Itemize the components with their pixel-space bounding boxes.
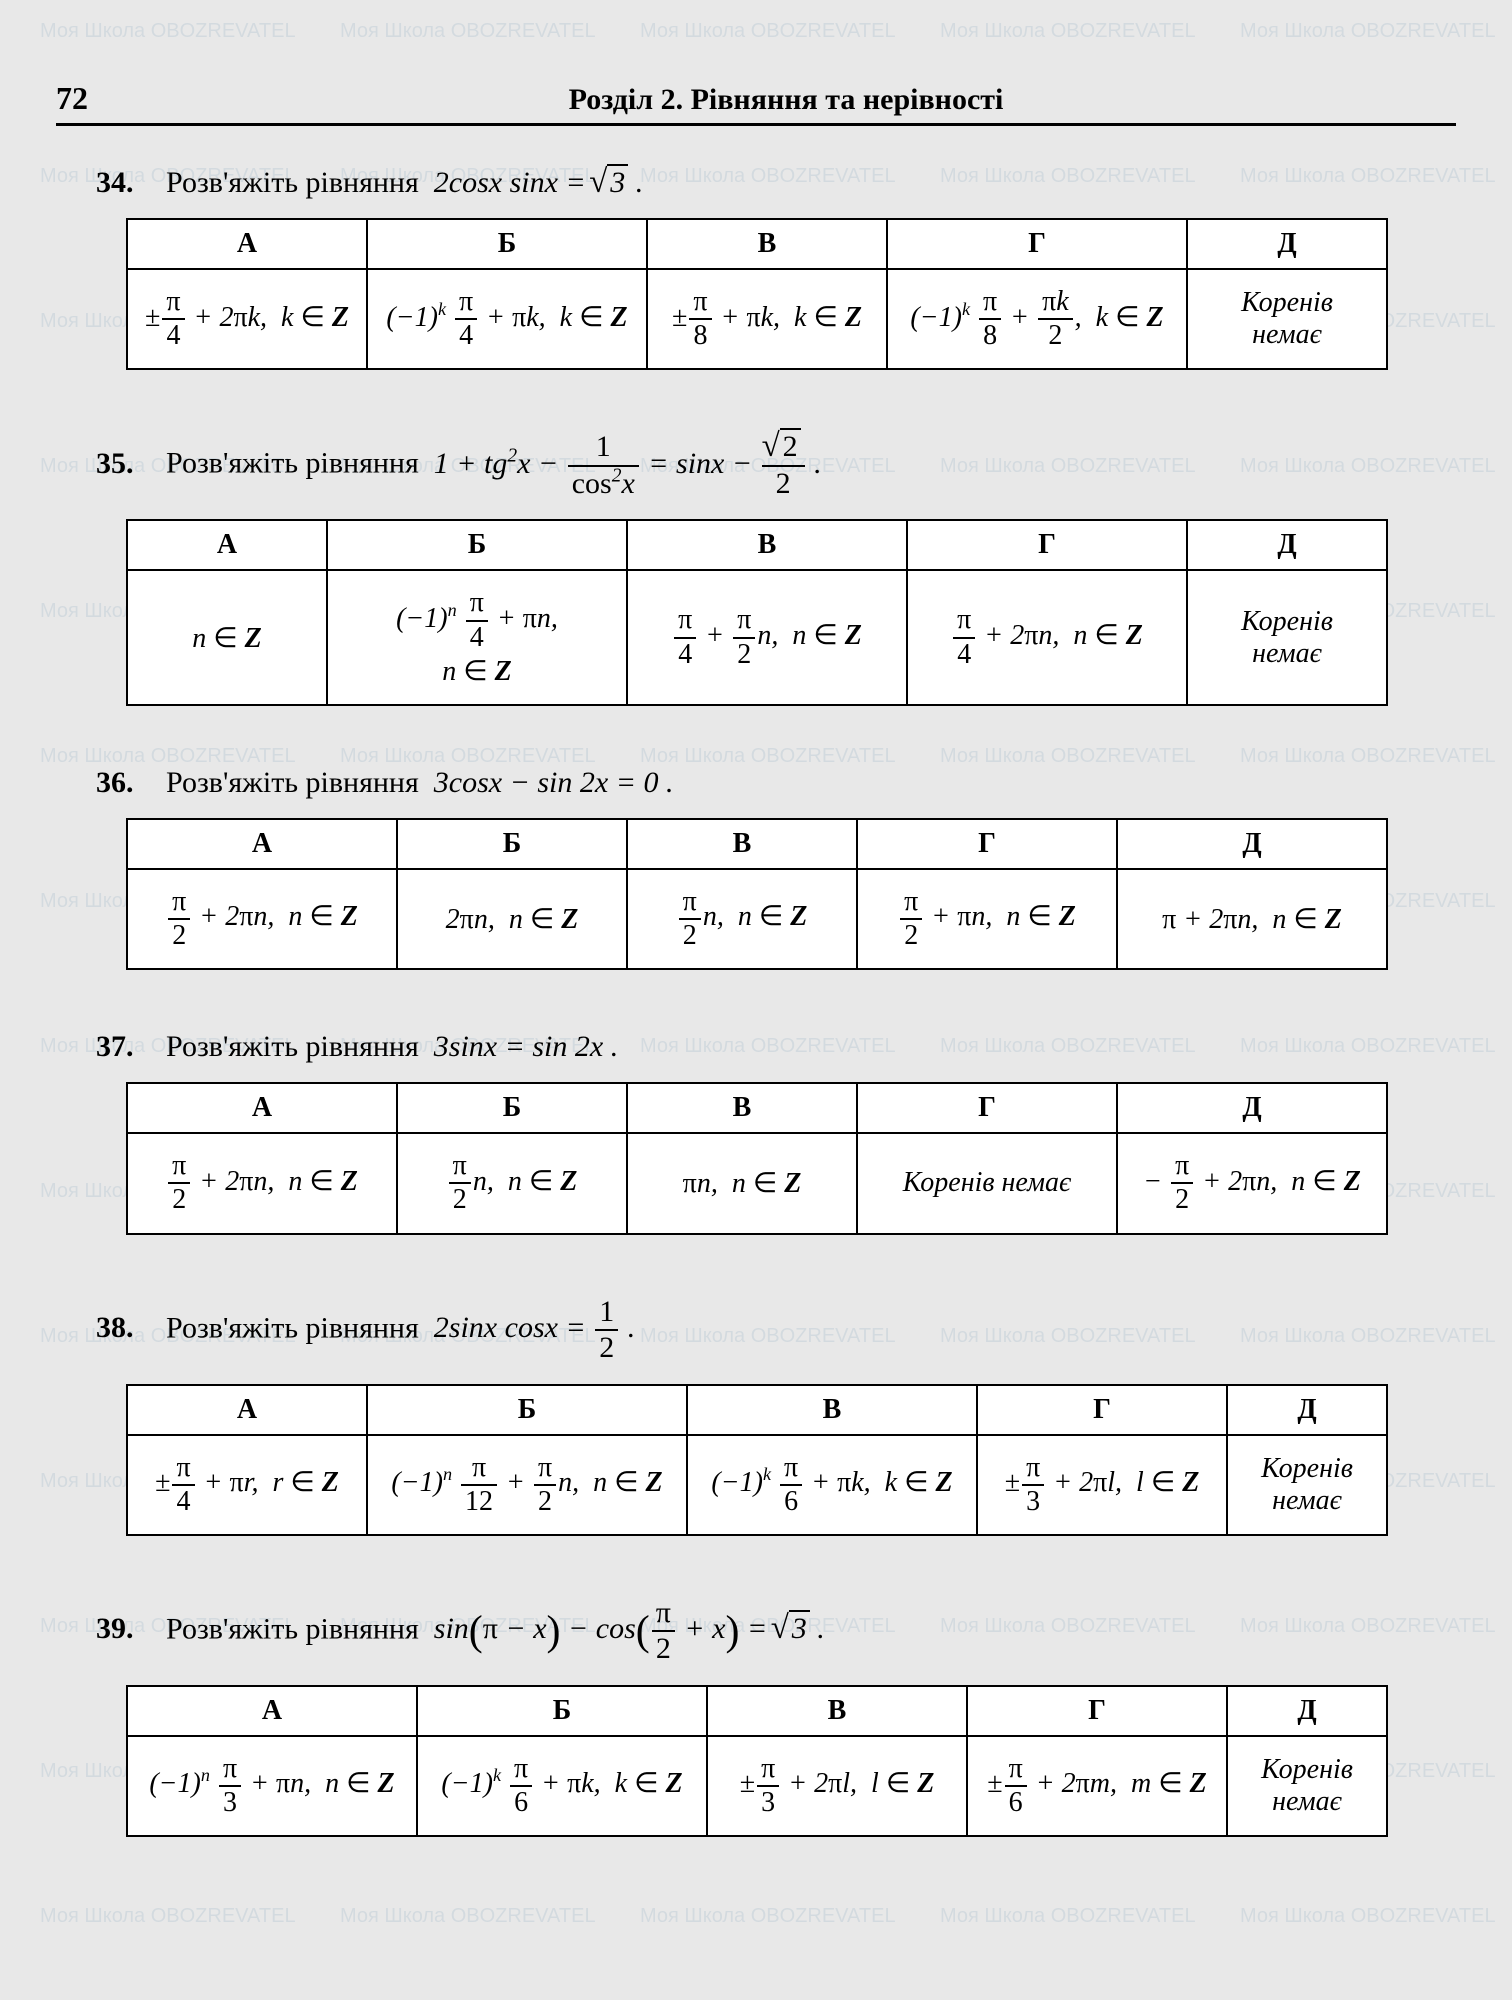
column-header: Г [977,1385,1227,1435]
answer-cell: π2 + 2πn, n ∈ Z [127,1133,397,1233]
answer-cell: (−1)n π12 + π2n, n ∈ Z [367,1435,687,1535]
problem: 37.Розв'яжіть рівняння 3sinx = sin 2x . А… [56,1030,1456,1234]
column-header: В [627,520,907,570]
column-header: Г [907,520,1187,570]
problem: 36.Розв'яжіть рівняння 3cosx − sin 2x = … [56,766,1456,970]
column-header: А [127,1686,417,1736]
problem: 38.Розв'яжіть рівняння 2sinx cosx = 12 .… [56,1295,1456,1536]
problem: 35.Розв'яжіть рівняння 1 + tg2x − 1cos2x… [56,430,1456,705]
problem-text: Розв'яжіть рівняння 1 + tg2x − 1cos2x = … [166,430,1456,501]
answer-cell: − π2 + 2πn, n ∈ Z [1117,1133,1387,1233]
column-header: А [127,520,327,570]
answer-cell: ±π8 + πk, k ∈ Z [647,269,887,369]
answer-cell: ±π3 + 2πl, l ∈ Z [977,1435,1227,1535]
answer-cell: π2n, n ∈ Z [627,869,857,969]
column-header: Б [367,219,647,269]
answer-cell: Коренівнемає [1227,1736,1387,1836]
chapter-title: Розділ 2. Рівняння та нерівності [116,83,1456,117]
answer-cell: Коренівнемає [1187,269,1387,369]
answer-cell: (−1)k π4 + πk, k ∈ Z [367,269,647,369]
problem-number: 38. [96,1311,166,1345]
answer-cell: (−1)k π8 + πk2, k ∈ Z [887,269,1187,369]
answer-cell: (−1)k π6 + πk, k ∈ Z [687,1435,977,1535]
problem-number: 37. [96,1030,166,1064]
page-number: 72 [56,80,116,117]
column-header: Д [1227,1686,1387,1736]
answer-cell: Коренів немає [857,1133,1117,1233]
problem: 39.Розв'яжіть рівняння sin(π − x) − cos(… [56,1596,1456,1837]
answer-cell: n ∈ Z [127,570,327,704]
problem-number: 34. [96,166,166,200]
column-header: Б [397,1083,627,1133]
answer-table: АБВГД (−1)n π3 + πn, n ∈ Z(−1)k π6 + πk, … [126,1685,1388,1837]
answer-cell: (−1)n π4 + πn,n ∈ Z [327,570,627,704]
answer-cell: ±π3 + 2πl, l ∈ Z [707,1736,967,1836]
answer-cell: π + 2πn, n ∈ Z [1117,869,1387,969]
column-header: Б [327,520,627,570]
column-header: Г [967,1686,1227,1736]
answer-table: АБВГДπ2 + 2πn, n ∈ Zπ2n, n ∈ Zπn, n ∈ ZК… [126,1082,1388,1234]
column-header: Г [887,219,1187,269]
answer-cell: ±π4 + 2πk, k ∈ Z [127,269,367,369]
column-header: Д [1187,219,1387,269]
problem: 34.Розв'яжіть рівняння 2cosx sinx = 3 . А… [56,166,1456,370]
column-header: Д [1117,1083,1387,1133]
column-header: Д [1187,520,1387,570]
column-header: В [707,1686,967,1736]
answer-cell: ±π4 + πr, r ∈ Z [127,1435,367,1535]
answer-cell: π4 + 2πn, n ∈ Z [907,570,1187,704]
column-header: В [687,1385,977,1435]
answer-cell: π2 + 2πn, n ∈ Z [127,869,397,969]
problem-text: Розв'яжіть рівняння 2cosx sinx = 3 . [166,166,1456,200]
answer-cell: Коренівнемає [1227,1435,1387,1535]
answer-table: АБВГДπ2 + 2πn, n ∈ Z2πn, n ∈ Zπ2n, n ∈ Z… [126,818,1388,970]
answer-table: АБВГД ±π4 + 2πk, k ∈ Z(−1)k π4 + πk, k ∈ … [126,218,1388,370]
column-header: А [127,1385,367,1435]
answer-cell: ±π6 + 2πm, m ∈ Z [967,1736,1227,1836]
problem-text: Розв'яжіть рівняння 2sinx cosx = 12 . [166,1295,1456,1366]
column-header: В [647,219,887,269]
column-header: Д [1117,819,1387,869]
column-header: Д [1227,1385,1387,1435]
answer-cell: 2πn, n ∈ Z [397,869,627,969]
page-header: 72 Розділ 2. Рівняння та нерівності [56,80,1456,126]
answer-cell: (−1)k π6 + πk, k ∈ Z [417,1736,707,1836]
answer-table: АБВГД ±π4 + πr, r ∈ Z(−1)n π12 + π2n, n ∈… [126,1384,1388,1536]
column-header: Б [417,1686,707,1736]
answer-cell: π2n, n ∈ Z [397,1133,627,1233]
column-header: Б [397,819,627,869]
problems-container: 34.Розв'яжіть рівняння 2cosx sinx = 3 . А… [56,166,1456,1837]
answer-cell: Коренівнемає [1187,570,1387,704]
answer-cell: (−1)n π3 + πn, n ∈ Z [127,1736,417,1836]
problem-number: 39. [96,1612,166,1646]
column-header: А [127,219,367,269]
problem-text: Розв'яжіть рівняння 3sinx = sin 2x . [166,1030,1456,1064]
column-header: Г [857,1083,1117,1133]
column-header: А [127,819,397,869]
column-header: В [627,819,857,869]
answer-cell: π4 + π2n, n ∈ Z [627,570,907,704]
column-header: Б [367,1385,687,1435]
answer-cell: πn, n ∈ Z [627,1133,857,1233]
answer-cell: π2 + πn, n ∈ Z [857,869,1117,969]
problem-number: 36. [96,766,166,800]
page: 72 Розділ 2. Рівняння та нерівності 34.Р… [16,0,1496,1937]
column-header: А [127,1083,397,1133]
problem-text: Розв'яжіть рівняння 3cosx − sin 2x = 0 . [166,766,1456,800]
problem-text: Розв'яжіть рівняння sin(π − x) − cos(π2 … [166,1596,1456,1667]
answer-table: АБВГДn ∈ Z(−1)n π4 + πn,n ∈ Zπ4 + π2n, n… [126,519,1388,705]
column-header: Г [857,819,1117,869]
problem-number: 35. [96,447,166,481]
column-header: В [627,1083,857,1133]
